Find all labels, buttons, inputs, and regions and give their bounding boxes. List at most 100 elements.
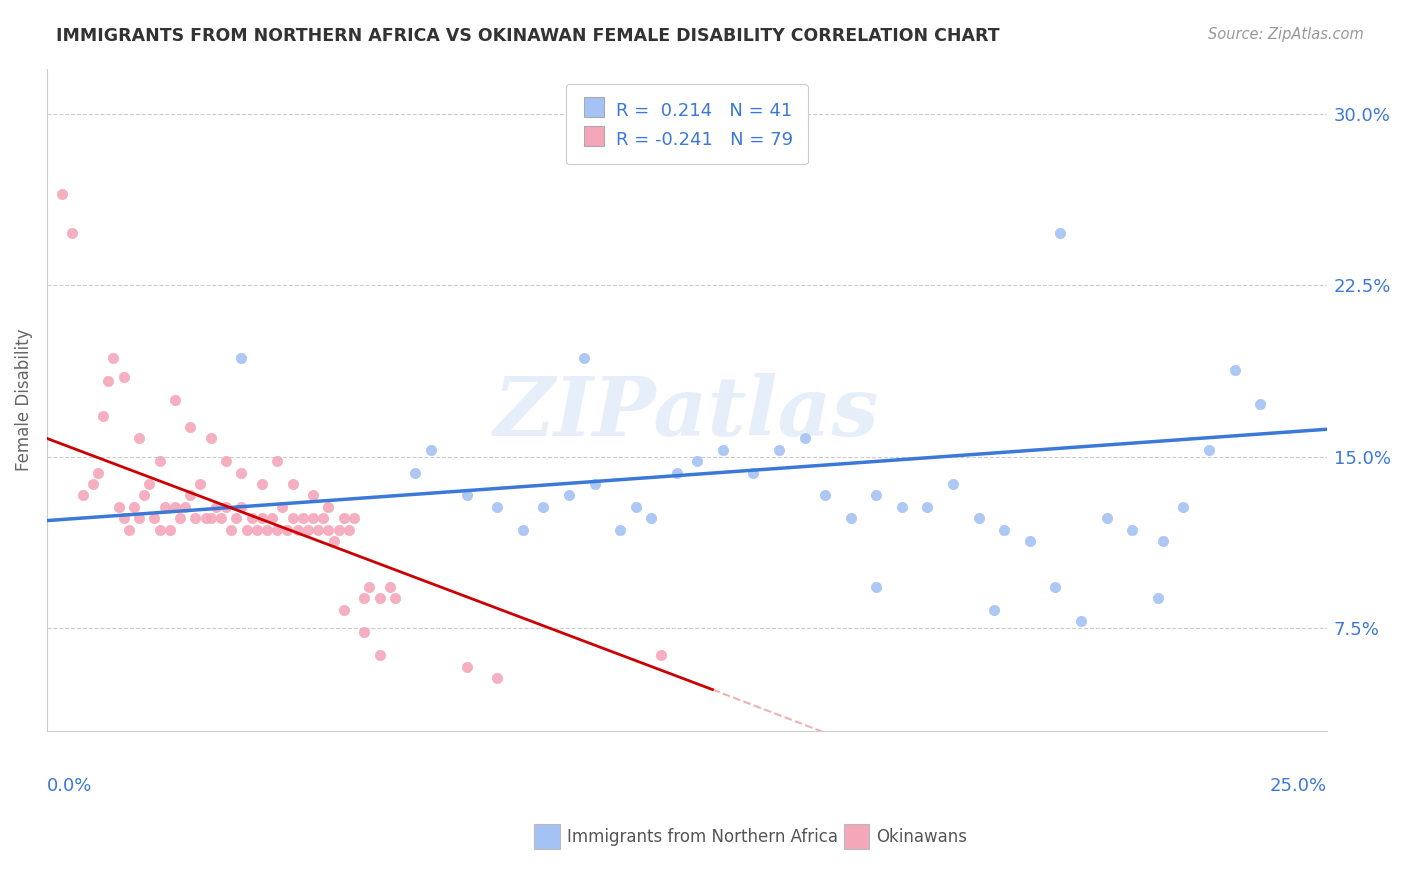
- Point: [240, 511, 263, 525]
- Point: [118, 523, 141, 537]
- Point: [287, 523, 309, 537]
- Point: [318, 523, 340, 537]
- Point: [312, 511, 335, 525]
- Point: [456, 488, 478, 502]
- Point: [235, 523, 257, 537]
- Point: [865, 488, 887, 502]
- Point: [148, 454, 170, 468]
- Point: [993, 523, 1015, 537]
- Point: [163, 500, 186, 514]
- Point: [281, 511, 304, 525]
- Point: [246, 523, 269, 537]
- Point: [624, 500, 647, 514]
- Legend: R =  0.214   N = 41, R = -0.241   N = 79: R = 0.214 N = 41, R = -0.241 N = 79: [565, 84, 808, 164]
- Point: [103, 351, 125, 366]
- Point: [134, 488, 156, 502]
- Point: [190, 477, 212, 491]
- Point: [814, 488, 837, 502]
- Point: [281, 477, 304, 491]
- Point: [174, 500, 197, 514]
- Point: [291, 511, 314, 525]
- Point: [179, 420, 201, 434]
- Point: [62, 226, 84, 240]
- Point: [72, 488, 94, 502]
- Point: [231, 351, 253, 366]
- Point: [865, 580, 887, 594]
- Point: [1198, 442, 1220, 457]
- Point: [1045, 580, 1067, 594]
- Point: [215, 500, 238, 514]
- Point: [983, 602, 1005, 616]
- Point: [533, 500, 555, 514]
- Point: [128, 511, 150, 525]
- Point: [148, 523, 170, 537]
- Point: [276, 523, 298, 537]
- Text: Immigrants from Northern Africa: Immigrants from Northern Africa: [567, 828, 838, 846]
- Point: [967, 511, 990, 525]
- Point: [333, 511, 356, 525]
- Point: [486, 500, 509, 514]
- Point: [225, 511, 247, 525]
- Point: [711, 442, 734, 457]
- Point: [1121, 523, 1143, 537]
- Point: [159, 523, 181, 537]
- Y-axis label: Female Disability: Female Disability: [15, 328, 32, 471]
- Point: [583, 477, 606, 491]
- Point: [266, 523, 288, 537]
- Point: [163, 392, 186, 407]
- Point: [343, 511, 366, 525]
- Point: [839, 511, 862, 525]
- Point: [205, 500, 228, 514]
- Point: [353, 591, 375, 606]
- Point: [271, 500, 294, 514]
- Point: [337, 523, 360, 537]
- Point: [194, 511, 217, 525]
- Point: [1249, 397, 1271, 411]
- Point: [768, 442, 790, 457]
- Point: [793, 431, 815, 445]
- Text: Okinawans: Okinawans: [876, 828, 967, 846]
- Point: [742, 466, 765, 480]
- Point: [353, 625, 375, 640]
- Point: [384, 591, 406, 606]
- Point: [302, 488, 325, 502]
- Point: [307, 523, 329, 537]
- Point: [169, 511, 191, 525]
- Point: [486, 671, 509, 685]
- Text: ZIPatlas: ZIPatlas: [494, 373, 880, 453]
- Point: [640, 511, 662, 525]
- Point: [1095, 511, 1118, 525]
- Point: [256, 523, 278, 537]
- Point: [368, 648, 391, 663]
- Point: [1049, 226, 1071, 240]
- Text: Source: ZipAtlas.com: Source: ZipAtlas.com: [1208, 27, 1364, 42]
- Point: [368, 591, 391, 606]
- Point: [82, 477, 104, 491]
- Point: [184, 511, 207, 525]
- Point: [378, 580, 401, 594]
- Point: [328, 523, 350, 537]
- Point: [266, 454, 288, 468]
- Point: [112, 511, 135, 525]
- Point: [138, 477, 160, 491]
- Bar: [844, 824, 869, 849]
- Point: [318, 500, 340, 514]
- Point: [209, 511, 232, 525]
- Point: [456, 659, 478, 673]
- Point: [1070, 614, 1092, 628]
- Point: [297, 523, 319, 537]
- Point: [179, 488, 201, 502]
- Point: [1223, 363, 1246, 377]
- Point: [200, 431, 222, 445]
- Point: [262, 511, 284, 525]
- Point: [404, 466, 426, 480]
- Point: [665, 466, 688, 480]
- Point: [87, 466, 110, 480]
- Point: [91, 409, 114, 423]
- Point: [1018, 534, 1040, 549]
- Point: [333, 602, 356, 616]
- Point: [609, 523, 631, 537]
- Point: [143, 511, 166, 525]
- Point: [51, 187, 73, 202]
- Point: [1152, 534, 1174, 549]
